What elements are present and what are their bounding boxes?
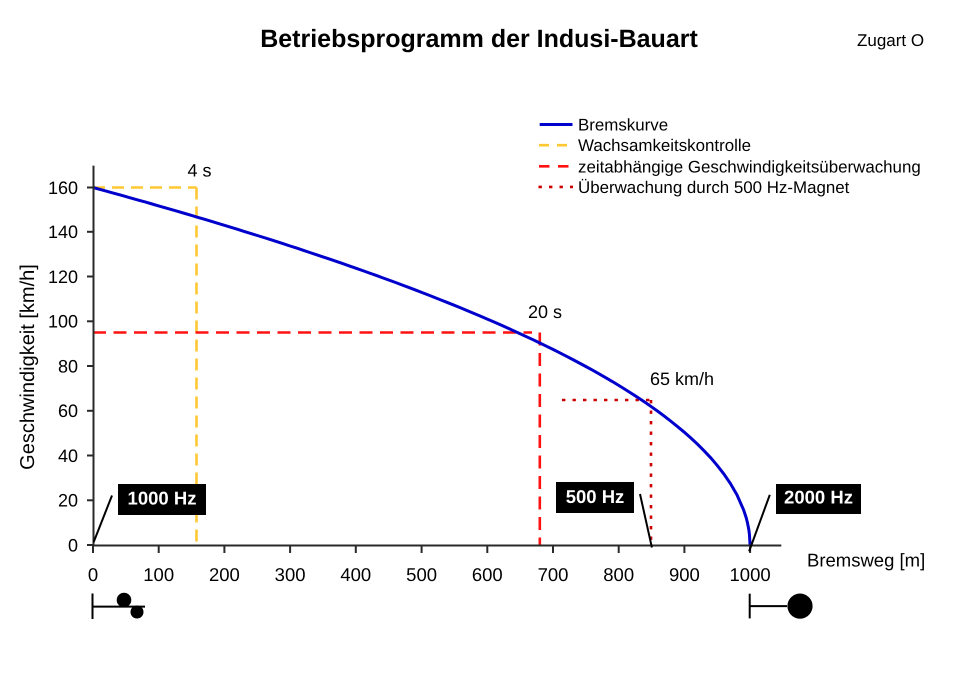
svg-text:100: 100 xyxy=(48,312,78,332)
svg-text:0: 0 xyxy=(88,564,98,585)
svg-text:65 km/h: 65 km/h xyxy=(650,369,714,389)
svg-text:20: 20 xyxy=(58,491,78,511)
svg-text:200: 200 xyxy=(209,564,240,585)
svg-text:20 s: 20 s xyxy=(528,302,562,322)
svg-text:600: 600 xyxy=(472,564,503,585)
svg-text:900: 900 xyxy=(669,564,700,585)
svg-text:Zugart O: Zugart O xyxy=(857,31,924,50)
svg-text:300: 300 xyxy=(275,564,306,585)
svg-text:1000: 1000 xyxy=(730,564,771,585)
svg-text:Wachsamkeitskontrolle: Wachsamkeitskontrolle xyxy=(578,136,751,155)
svg-text:1000 Hz: 1000 Hz xyxy=(128,488,197,509)
svg-text:100: 100 xyxy=(143,564,174,585)
svg-text:zeitabhängige Geschwindigkeits: zeitabhängige Geschwindigkeitsüberwachun… xyxy=(578,157,921,176)
svg-text:400: 400 xyxy=(340,564,371,585)
svg-text:500 Hz: 500 Hz xyxy=(566,486,625,507)
svg-text:700: 700 xyxy=(538,564,569,585)
svg-text:Geschwindigkeit [km/h]: Geschwindigkeit [km/h] xyxy=(17,264,39,470)
svg-text:4 s: 4 s xyxy=(187,161,211,181)
svg-text:Bremsweg [m]: Bremsweg [m] xyxy=(807,550,925,571)
svg-text:2000 Hz: 2000 Hz xyxy=(784,487,853,508)
svg-text:800: 800 xyxy=(603,564,634,585)
svg-text:140: 140 xyxy=(48,222,78,242)
svg-text:160: 160 xyxy=(48,178,78,198)
svg-text:120: 120 xyxy=(48,267,78,287)
svg-text:60: 60 xyxy=(58,401,78,421)
svg-text:40: 40 xyxy=(58,446,78,466)
svg-text:Überwachung durch 500 Hz-Magne: Überwachung durch 500 Hz-Magnet xyxy=(578,178,850,197)
svg-text:Betriebsprogramm der Indusi-Ba: Betriebsprogramm der Indusi-Bauart xyxy=(260,25,698,53)
svg-text:Bremskurve: Bremskurve xyxy=(578,116,668,135)
svg-text:500: 500 xyxy=(406,564,437,585)
svg-text:80: 80 xyxy=(58,356,78,376)
svg-text:0: 0 xyxy=(68,535,78,555)
